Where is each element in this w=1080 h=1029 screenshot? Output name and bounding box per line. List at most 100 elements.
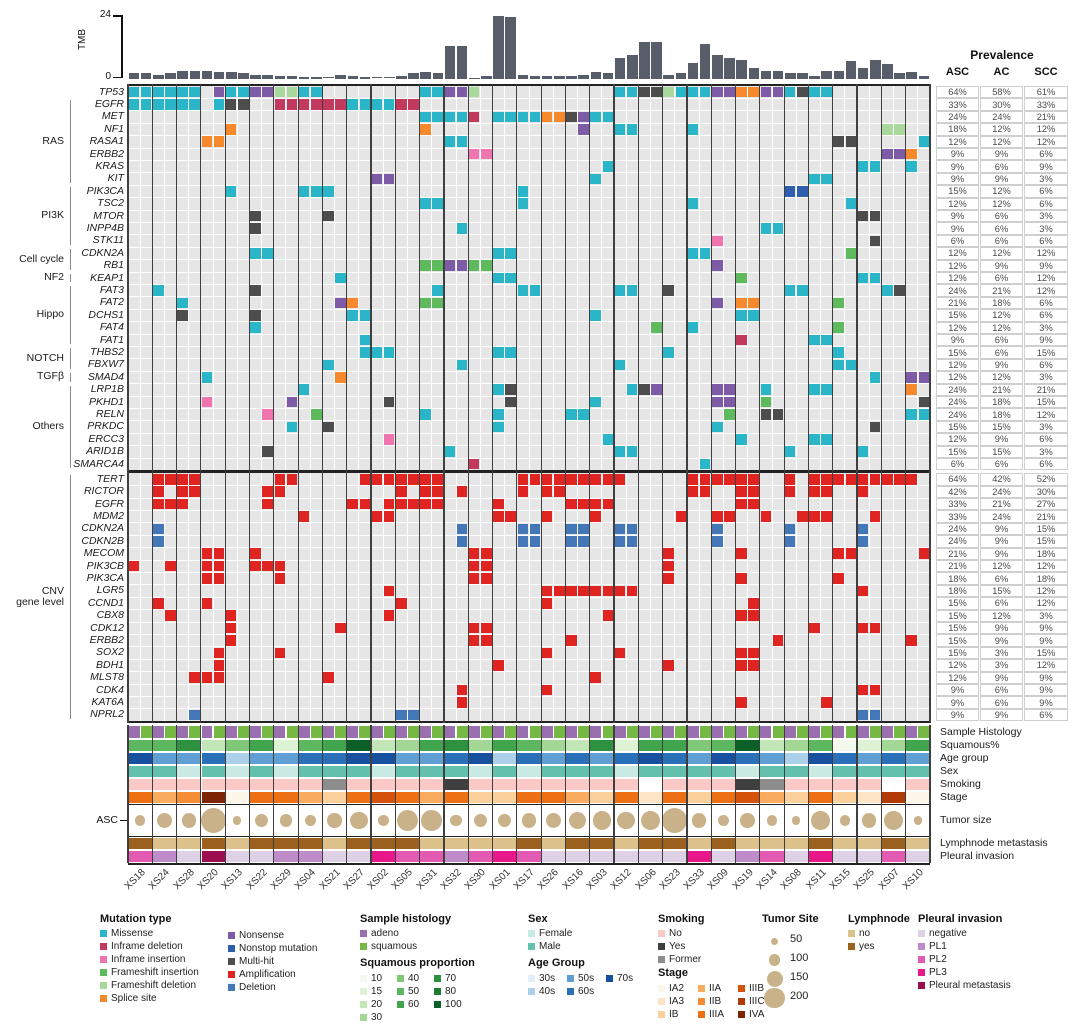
cnv-cell xyxy=(784,523,796,535)
tmb-bar xyxy=(481,75,492,79)
column-separator xyxy=(516,725,518,863)
legend-item-squamous-70: 70 xyxy=(434,972,456,985)
mutation-cell xyxy=(468,148,480,160)
cnv-cell xyxy=(201,597,213,609)
histology-cell-adeno xyxy=(809,725,821,739)
group-bracket xyxy=(70,475,72,720)
grid-hline xyxy=(128,296,930,298)
pleural-cell xyxy=(420,850,444,863)
track-label: Squamous% xyxy=(940,739,1000,751)
squamous-pct-cell xyxy=(274,739,298,752)
group-label: CNV gene level xyxy=(16,585,64,609)
gene-label: KRAS xyxy=(95,159,124,172)
sex-cell xyxy=(347,765,371,778)
cnv-cell xyxy=(663,573,674,584)
mutation-cell xyxy=(408,99,419,110)
cnv-cell xyxy=(262,486,273,498)
mutation-cell xyxy=(797,185,808,197)
legend-item-squamous-80: 80 xyxy=(434,985,456,998)
cnv-cell xyxy=(153,597,164,609)
histology-cell-adeno xyxy=(152,725,164,739)
legend-mutation-type-title: Mutation type xyxy=(100,913,172,925)
grid-hline xyxy=(128,259,930,261)
legend-pleural-invasion: Pleural invasion negative PL1 PL2 PL3 Pleural… xyxy=(918,913,1011,992)
column-separator xyxy=(637,84,639,723)
legend-item-squamous-100: 100 xyxy=(434,998,462,1011)
histology-cell-squamous xyxy=(383,725,395,739)
legend-item-pleural-PL1: PL1 xyxy=(918,940,1011,953)
tmb-bar xyxy=(201,70,213,79)
mutation-cell xyxy=(821,334,832,346)
legend-item-squamous-60-swatch xyxy=(397,1000,404,1008)
column-separator xyxy=(127,84,129,723)
pleural-cell xyxy=(833,850,857,863)
mutation-cell xyxy=(201,136,213,148)
grid-vline xyxy=(771,86,773,722)
prevalence-cell: 15% xyxy=(936,445,979,458)
mutation-cell xyxy=(626,384,638,396)
prevalence-cell: 12% xyxy=(936,247,979,260)
smoking-cell xyxy=(201,778,225,791)
cnv-cell xyxy=(396,486,407,498)
mutation-cell xyxy=(505,384,516,396)
tmb-bar xyxy=(444,45,456,79)
squamous-pct-cell xyxy=(736,739,760,752)
gene-label: EGFR xyxy=(94,97,124,110)
histology-cell-squamous xyxy=(724,725,735,739)
mutation-cell xyxy=(554,111,565,123)
smoking-cell xyxy=(517,778,541,791)
cnv-cell xyxy=(578,535,589,547)
mutation-cell xyxy=(736,297,747,309)
prevalence-cell: 24% xyxy=(936,284,979,297)
histology-cell-squamous xyxy=(456,725,468,739)
cnv-cell xyxy=(274,473,286,485)
legend-item-histology-adeno-swatch xyxy=(360,929,367,937)
gene-label: ERBB2 xyxy=(89,147,124,160)
gene-label: MTOR xyxy=(93,209,124,222)
legend-item-stage-IIA: IIA xyxy=(698,982,721,995)
legend-item-age-50s-swatch xyxy=(567,974,574,982)
cnv-cell xyxy=(541,486,553,498)
mutation-cell xyxy=(797,86,808,98)
histology-cell-adeno xyxy=(274,725,286,739)
gene-label: PRKDC xyxy=(87,420,124,433)
cnv-cell xyxy=(748,473,759,485)
legend-age-group-title: Age Group xyxy=(528,957,585,969)
age-group-cell xyxy=(225,752,249,765)
legend-item-age-70s-swatch xyxy=(606,974,613,982)
mutation-cell xyxy=(371,173,383,185)
prevalence-cell: 18% xyxy=(980,296,1023,310)
grid-hline xyxy=(128,547,930,549)
cnv-cell xyxy=(201,560,213,572)
mutation-cell xyxy=(444,86,456,98)
mutation-cell xyxy=(444,260,456,272)
mutation-cell xyxy=(809,173,820,185)
cnv-cell xyxy=(153,535,164,547)
tmb-bar xyxy=(760,70,772,79)
age-group-cell xyxy=(541,752,565,765)
mutation-cell xyxy=(614,359,626,371)
legend-item-stage-IIA-swatch xyxy=(698,984,705,992)
prevalence-cell: 3% xyxy=(1024,210,1068,223)
prevalence-cell: 12% xyxy=(980,247,1023,260)
mutation-cell xyxy=(420,260,431,272)
cnv-cell xyxy=(784,486,796,498)
mutation-cell xyxy=(578,111,589,123)
mutation-cell xyxy=(456,260,468,272)
legend-item-stage-IIIB-swatch xyxy=(738,984,745,992)
mutation-cell xyxy=(323,210,334,222)
grid-vline xyxy=(406,86,408,722)
prevalence-cell: 21% xyxy=(1024,383,1068,396)
age-group-cell xyxy=(881,752,906,765)
tumor-size-circle xyxy=(421,810,443,831)
legend-item-smoking-No-swatch xyxy=(658,929,665,937)
mutation-cell xyxy=(505,247,516,259)
legend-item-stage-IA3: IA3 xyxy=(658,995,684,1008)
cnv-cell xyxy=(857,622,869,634)
cnv-cell xyxy=(517,535,529,547)
tmb-bar xyxy=(408,73,419,79)
stage-cell xyxy=(371,791,395,804)
tmb-bar xyxy=(566,75,577,79)
cnv-cell xyxy=(845,473,857,485)
mutation-cell xyxy=(724,384,735,396)
